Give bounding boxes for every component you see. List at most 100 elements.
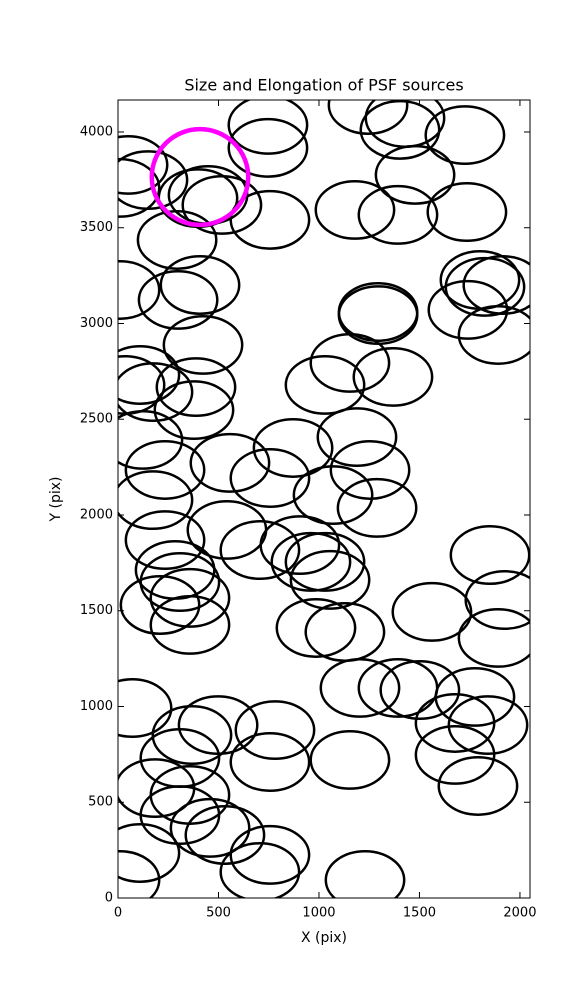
psf-ellipse: [139, 785, 221, 846]
psf-ellipse: [118, 354, 166, 415]
x-tick-label: 500: [206, 906, 231, 921]
psf-ellipse: [151, 705, 233, 766]
psf-ellipse: [219, 841, 301, 898]
psf-ellipse: [118, 470, 194, 531]
psf-ellipse: [227, 100, 309, 155]
psf-ellipse: [119, 575, 201, 635]
psf-ellipse: [181, 174, 263, 235]
y-axis-label: Y (pix): [48, 477, 64, 523]
psf-ellipse: [391, 581, 473, 642]
plot-frame: [117, 99, 531, 899]
y-tick-label: 500: [88, 795, 113, 810]
psf-ellipse: [319, 657, 401, 718]
psf-ellipse: [284, 531, 366, 592]
psf-ellipse: [379, 660, 461, 721]
y-tick-label: 4000: [80, 124, 113, 139]
psf-ellipse: [309, 729, 391, 790]
psf-ellipse: [309, 332, 391, 393]
psf-ellipse: [118, 850, 161, 898]
psf-ellipse: [186, 499, 268, 560]
psf-ellipse: [314, 179, 396, 240]
psf-ellipse: [118, 260, 161, 320]
psf-ellipse: [324, 850, 406, 898]
psf-ellipse: [118, 345, 181, 405]
psf-ellipse: [352, 346, 434, 407]
plot-area: [118, 100, 530, 898]
psf-ellipse: [426, 182, 508, 243]
psf-ellipse: [169, 797, 251, 858]
psf-ellipse: [427, 279, 509, 340]
psf-ellipse: [229, 732, 311, 793]
x-tick-label: 2000: [503, 906, 536, 921]
psf-ellipse: [229, 448, 311, 509]
psf-ellipse: [414, 724, 496, 785]
psf-ellipse: [357, 657, 439, 718]
psf-ellipse: [304, 602, 386, 662]
psf-ellipse: [155, 357, 237, 418]
psf-ellipse: [327, 100, 409, 135]
psf-ellipse: [229, 824, 311, 885]
y-tick-label: 1500: [80, 603, 113, 618]
psf-ellipse: [439, 250, 521, 310]
y-tick-label: 1000: [80, 699, 113, 714]
psf-ellipse: [162, 314, 244, 375]
psf-ellipse: [284, 354, 366, 415]
psf-ellipse: [275, 598, 357, 658]
psf-ellipse: [189, 432, 271, 493]
x-tick-label: 0: [114, 906, 122, 921]
psf-ellipse: [118, 823, 181, 883]
highlight-ellipse: [149, 126, 251, 228]
x-tick-label: 1000: [302, 906, 335, 921]
psf-ellipse: [462, 255, 530, 315]
psf-ellipse: [118, 150, 189, 211]
psf-ellipse: [219, 520, 301, 581]
psf-ellipse: [149, 594, 231, 655]
psf-ellipse: [449, 525, 530, 585]
psf-ellipse: [329, 440, 411, 500]
psf-ellipse: [316, 407, 398, 468]
psf-ellipse: [447, 695, 529, 756]
psf-ellipse: [357, 184, 439, 245]
x-axis-label: X (pix): [301, 930, 347, 946]
y-tick-label: 2500: [80, 412, 113, 427]
y-tick-label: 3500: [80, 220, 113, 235]
psf-ellipse: [424, 105, 506, 166]
psf-ellipse: [153, 380, 235, 441]
psf-ellipse: [374, 144, 456, 205]
x-tick-label: 1500: [403, 906, 436, 921]
psf-ellipse: [252, 417, 334, 478]
psf-ellipse: [184, 805, 266, 865]
psf-ellipse: [437, 755, 519, 816]
psf-ellipse: [136, 210, 218, 270]
psf-ellipse: [457, 607, 530, 668]
psf-ellipse: [118, 409, 184, 470]
psf-ellipse: [270, 531, 352, 592]
psf-ellipse: [336, 477, 418, 538]
psf-ellipse: [227, 117, 309, 178]
psf-ellipse: [289, 549, 371, 610]
psf-ellipse: [124, 440, 206, 500]
psf-ellipse: [137, 269, 219, 330]
psf-ellipse: [118, 134, 169, 195]
psf-ellipse: [229, 189, 311, 250]
psf-ellipse: [337, 282, 419, 342]
y-tick-label: 0: [105, 891, 113, 906]
psf-ellipse: [177, 695, 259, 756]
psf-ellipse: [159, 255, 241, 315]
psf-ellipse: [124, 510, 206, 571]
psf-ellipse: [139, 552, 221, 612]
y-tick-label: 3000: [80, 316, 113, 331]
psf-ellipse: [118, 678, 173, 738]
psf-ellipse: [359, 100, 441, 160]
psf-ellipse: [457, 305, 530, 365]
psf-ellipse: [464, 570, 530, 630]
y-tick-label: 2000: [80, 507, 113, 522]
chart-title: Size and Elongation of PSF sources: [184, 76, 463, 95]
psf-ellipse: [414, 692, 496, 753]
psf-ellipse: [139, 728, 221, 788]
psf-ellipse: [259, 515, 341, 576]
psf-ellipse: [149, 567, 231, 628]
psf-ellipse: [292, 465, 374, 526]
psf-ellipse: [118, 362, 194, 423]
